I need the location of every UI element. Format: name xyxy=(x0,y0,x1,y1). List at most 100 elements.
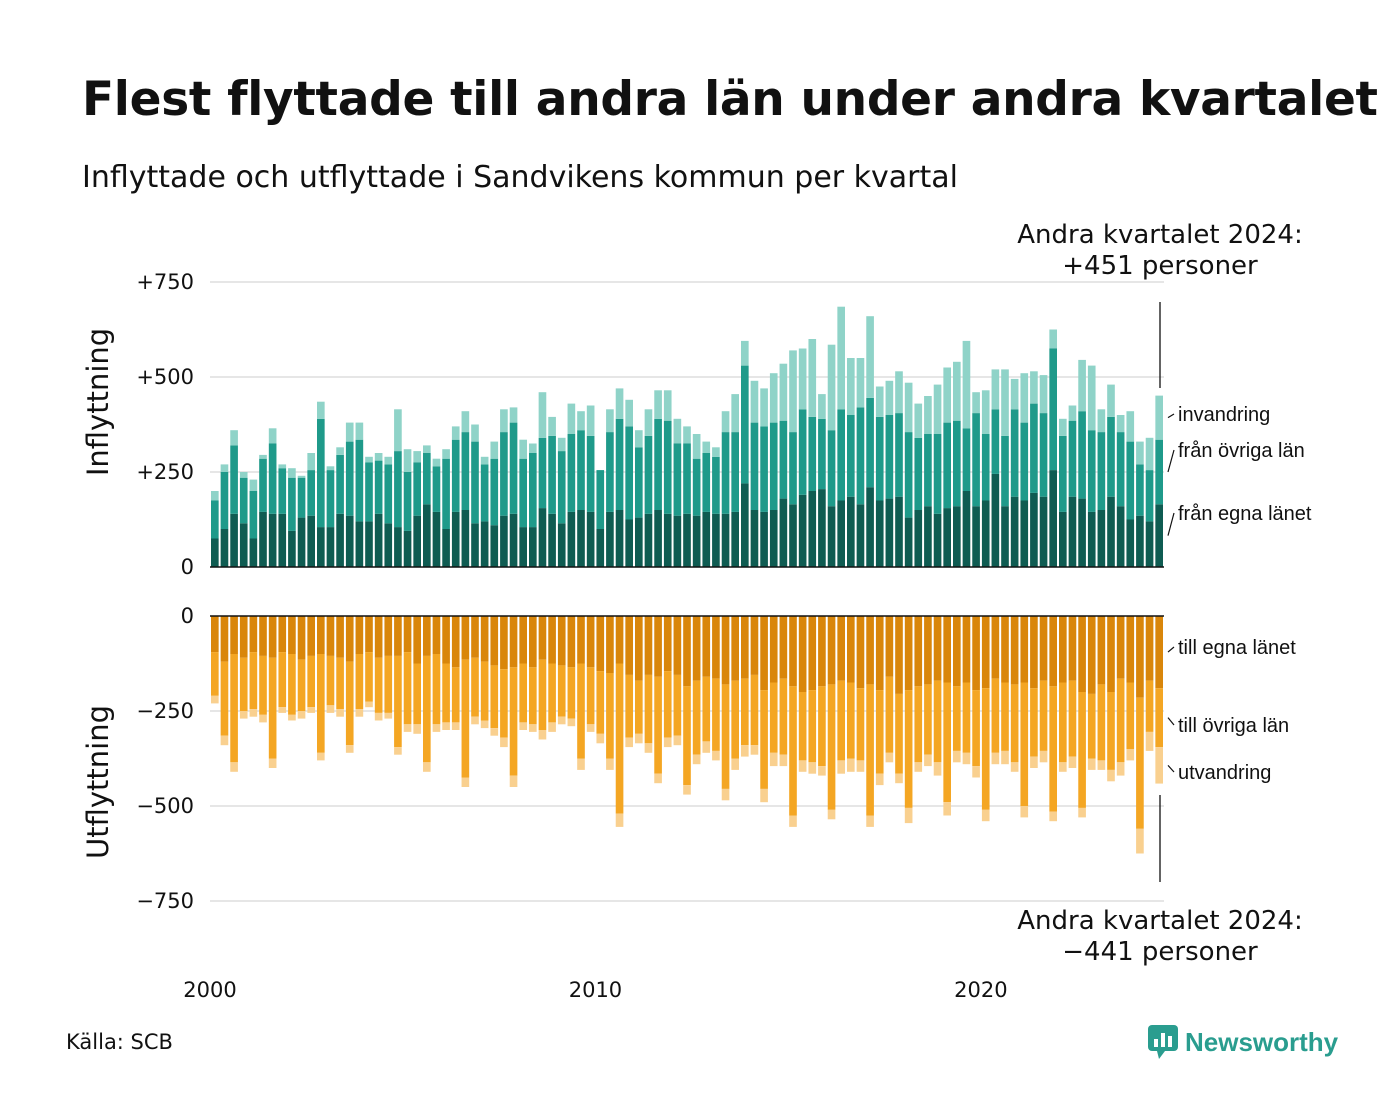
bar-ut-utvandring xyxy=(875,773,884,786)
bar-in-invandring xyxy=(962,340,971,429)
bar-ut-utvandring xyxy=(432,724,441,732)
bar-ut-utvandring xyxy=(779,754,788,767)
bar-in-invandring xyxy=(1001,369,1009,436)
bar-ut-ovriga xyxy=(1010,684,1019,763)
bar-ut-ovriga xyxy=(721,684,730,789)
bar-ut-ovriga xyxy=(471,657,479,717)
bar-in-invandring xyxy=(374,453,383,461)
legend-label-top: från övriga län xyxy=(1178,440,1305,462)
bar-ut-utvandring xyxy=(914,762,923,772)
bar-ut-ovriga xyxy=(991,678,1000,753)
bar-in-ovriga xyxy=(933,434,942,514)
bar-in-ovriga xyxy=(1010,409,1019,497)
bar-in-egna xyxy=(991,473,1000,567)
bar-ut-ovriga xyxy=(769,682,778,753)
bar-ut-egna xyxy=(885,616,894,677)
bar-in-egna xyxy=(769,510,778,567)
bar-ut-egna xyxy=(423,616,431,656)
bar-ut-ovriga xyxy=(461,659,470,778)
bar-in-egna xyxy=(1059,511,1067,567)
bar-ut-utvandring xyxy=(769,752,778,767)
bar-in-egna xyxy=(808,491,817,567)
legend-label-bottom: utvandring xyxy=(1178,762,1271,784)
bar-ut-ovriga xyxy=(702,676,711,742)
bar-ut-utvandring xyxy=(673,735,682,746)
bar-in-ovriga xyxy=(1155,439,1163,505)
brand-logo: Newsworthy xyxy=(1147,1024,1338,1060)
bar-in-ovriga xyxy=(268,443,277,514)
bar-in-invandring xyxy=(885,380,894,415)
bar-in-ovriga xyxy=(230,445,238,514)
bar-in-invandring xyxy=(500,409,508,433)
bar-in-invandring xyxy=(741,340,749,366)
bar-ut-ovriga xyxy=(895,693,903,774)
bar-ut-ovriga xyxy=(972,690,980,767)
legend-leader xyxy=(1167,764,1175,773)
bar-in-ovriga xyxy=(924,434,932,507)
bar-in-egna xyxy=(307,515,315,567)
bar-ut-utvandring xyxy=(345,745,354,753)
bar-in-ovriga xyxy=(779,420,788,499)
bar-in-ovriga xyxy=(866,397,874,488)
bar-ut-egna xyxy=(220,616,229,662)
bar-ut-utvandring xyxy=(750,745,759,755)
bar-ut-utvandring xyxy=(1020,806,1029,818)
bar-in-egna xyxy=(567,511,576,567)
bar-in-ovriga xyxy=(635,447,643,518)
chart-title: Flest flyttade till andra län under andr… xyxy=(82,72,1378,127)
bar-in-egna xyxy=(538,508,547,567)
bar-ut-ovriga xyxy=(981,688,990,810)
bar-in-egna xyxy=(644,513,653,567)
bar-ut-utvandring xyxy=(683,785,691,795)
bar-in-invandring xyxy=(683,426,691,444)
legend-leader xyxy=(1167,512,1175,536)
bar-in-egna xyxy=(461,510,470,567)
bar-ut-ovriga xyxy=(1155,688,1163,748)
bar-in-ovriga xyxy=(509,422,518,514)
bar-ut-utvandring xyxy=(991,752,1000,765)
bar-ut-utvandring xyxy=(297,711,306,719)
bar-in-invandring xyxy=(827,344,836,431)
bar-in-egna xyxy=(509,513,518,567)
bar-ut-utvandring xyxy=(1059,762,1067,772)
bar-ut-ovriga xyxy=(1116,678,1125,763)
bar-in-egna xyxy=(239,523,248,567)
bar-in-invandring xyxy=(1039,375,1048,414)
bar-in-egna xyxy=(529,527,537,567)
bar-in-ovriga xyxy=(355,439,364,522)
bar-in-egna xyxy=(345,515,354,567)
bar-ut-utvandring xyxy=(480,720,489,729)
xtick-label: 2010 xyxy=(569,978,622,1002)
bar-in-ovriga xyxy=(432,466,441,512)
bar-ut-egna xyxy=(336,616,344,658)
bar-ut-utvandring xyxy=(1097,760,1106,770)
bottom-ytick-label: −500 xyxy=(136,794,194,818)
bar-ut-ovriga xyxy=(480,661,489,721)
bar-ut-egna xyxy=(288,616,296,654)
bar-in-invandring xyxy=(1155,395,1163,440)
bar-ut-ovriga xyxy=(750,674,759,746)
bar-ut-egna xyxy=(673,616,682,675)
bar-ut-utvandring xyxy=(702,741,711,753)
bar-ut-utvandring xyxy=(490,728,499,736)
bar-in-egna xyxy=(885,498,894,567)
bar-ut-utvandring xyxy=(211,695,219,704)
bar-in-egna xyxy=(249,538,258,567)
bar-in-ovriga xyxy=(847,415,855,497)
bar-ut-egna xyxy=(211,616,219,653)
bar-ut-ovriga xyxy=(365,652,373,702)
bar-in-ovriga xyxy=(1001,435,1009,507)
bar-in-invandring xyxy=(644,409,653,436)
bar-in-ovriga xyxy=(1145,470,1154,522)
bar-in-ovriga xyxy=(249,491,258,539)
bar-in-invandring xyxy=(413,451,421,463)
bar-in-invandring xyxy=(1010,378,1019,410)
bar-in-ovriga xyxy=(538,437,547,509)
bar-ut-egna xyxy=(461,616,470,660)
bar-ut-ovriga xyxy=(288,654,296,715)
bar-ut-egna xyxy=(1068,616,1077,681)
bar-ut-ovriga xyxy=(220,661,229,736)
bar-ut-utvandring xyxy=(278,707,287,713)
bar-in-invandring xyxy=(981,390,990,434)
series-legend: från egna länet från övriga län invandring… xyxy=(1167,404,1312,784)
